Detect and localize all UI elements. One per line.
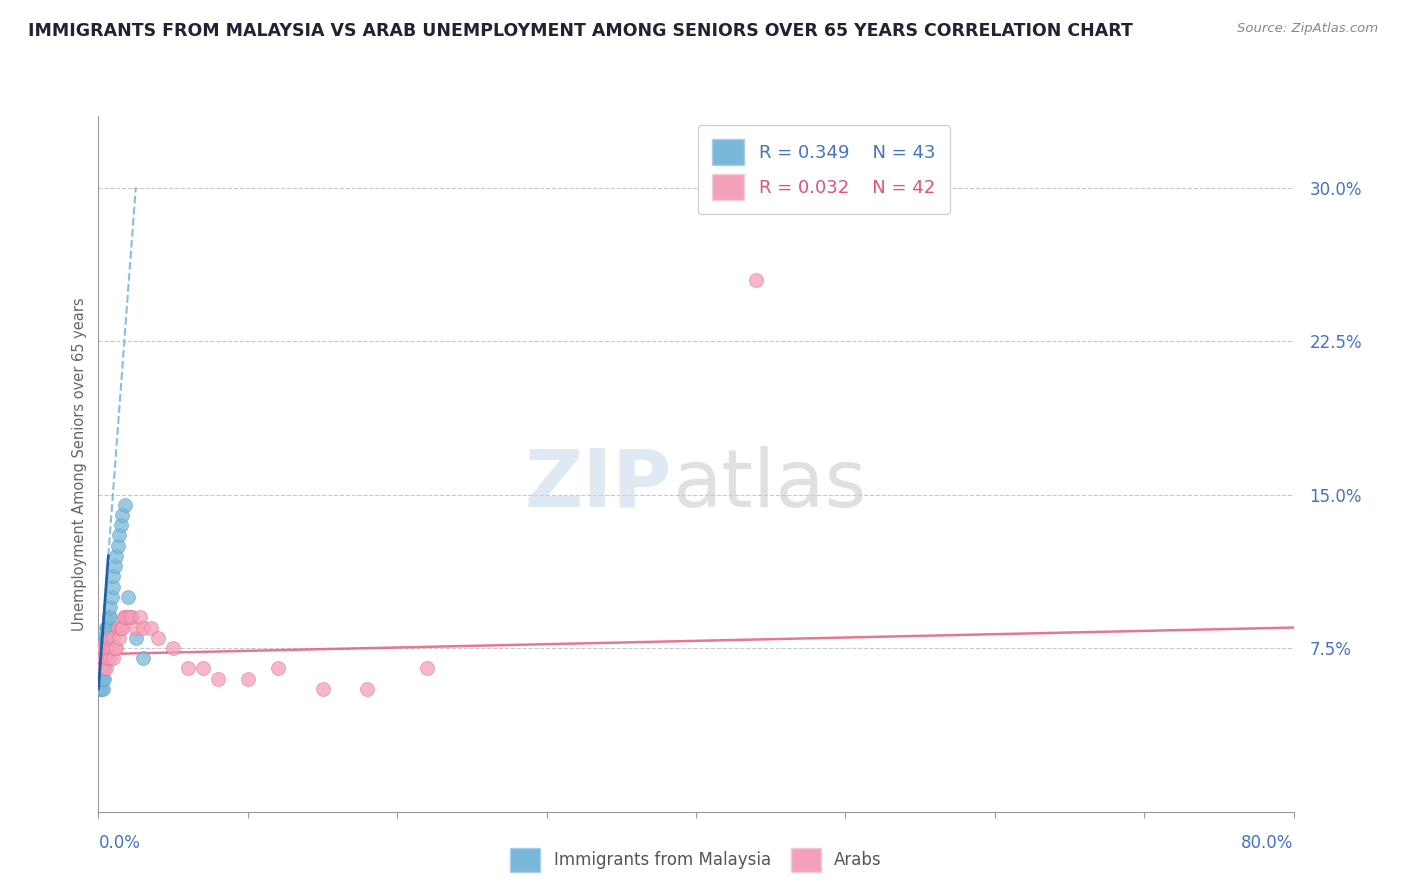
Legend: Immigrants from Malaysia, Arabs: Immigrants from Malaysia, Arabs <box>502 839 890 880</box>
Point <box>114 498 136 512</box>
Point <box>103 569 125 583</box>
Point <box>103 651 125 665</box>
Y-axis label: Unemployment Among Seniors over 65 years: Unemployment Among Seniors over 65 years <box>72 297 87 631</box>
Point <box>89 672 111 686</box>
Point <box>89 651 111 665</box>
Point <box>93 651 115 665</box>
Point <box>416 661 439 675</box>
Point <box>120 610 142 624</box>
Point <box>162 640 184 655</box>
Point <box>98 610 122 624</box>
Point <box>191 661 214 675</box>
Point <box>98 651 122 665</box>
Text: 80.0%: 80.0% <box>1241 834 1294 852</box>
Point <box>97 621 120 635</box>
Point <box>108 528 131 542</box>
Point <box>93 661 115 675</box>
Point <box>91 681 114 696</box>
Point <box>104 559 127 574</box>
Point <box>110 621 132 635</box>
Point <box>93 651 115 665</box>
Point <box>101 640 124 655</box>
Point <box>93 672 115 686</box>
Point <box>103 631 125 645</box>
Point <box>94 640 117 655</box>
Point <box>93 640 115 655</box>
Point <box>96 640 118 655</box>
Point <box>90 661 112 675</box>
Point <box>356 681 378 696</box>
Point <box>97 631 120 645</box>
Point <box>120 610 142 624</box>
Point <box>108 631 131 645</box>
Point <box>129 610 152 624</box>
Point <box>90 672 112 686</box>
Point <box>93 640 115 655</box>
Point <box>91 672 114 686</box>
Text: atlas: atlas <box>672 446 866 524</box>
Point <box>132 651 155 665</box>
Point <box>94 651 117 665</box>
Text: IMMIGRANTS FROM MALAYSIA VS ARAB UNEMPLOYMENT AMONG SENIORS OVER 65 YEARS CORREL: IMMIGRANTS FROM MALAYSIA VS ARAB UNEMPLO… <box>28 22 1133 40</box>
Point <box>125 621 148 635</box>
Point <box>90 640 112 655</box>
Point <box>96 651 118 665</box>
Point <box>139 621 162 635</box>
Text: 0.0%: 0.0% <box>98 834 141 852</box>
Point <box>97 610 120 624</box>
Point <box>112 610 135 624</box>
Point <box>91 651 114 665</box>
Point <box>101 590 124 604</box>
Point <box>207 672 229 686</box>
Text: Source: ZipAtlas.com: Source: ZipAtlas.com <box>1237 22 1378 36</box>
Point <box>96 621 118 635</box>
Point <box>148 631 170 645</box>
Point <box>89 661 111 675</box>
Point <box>91 631 114 645</box>
Point <box>90 640 112 655</box>
Point <box>90 651 112 665</box>
Point <box>267 661 290 675</box>
Point <box>90 651 112 665</box>
Point <box>91 661 114 675</box>
Point <box>90 681 112 696</box>
Point <box>103 580 125 594</box>
Point <box>89 661 111 675</box>
Point <box>311 681 333 696</box>
Text: ZIP: ZIP <box>524 446 672 524</box>
Point <box>745 273 768 287</box>
Point <box>177 661 200 675</box>
Point <box>105 549 128 563</box>
Point <box>104 640 127 655</box>
Point <box>94 621 117 635</box>
Point <box>89 681 111 696</box>
Point <box>91 651 114 665</box>
Point <box>117 590 139 604</box>
Point <box>110 518 132 533</box>
Point <box>114 610 136 624</box>
Point <box>111 508 134 522</box>
Point <box>107 621 129 635</box>
Point <box>132 621 155 635</box>
Point <box>98 640 122 655</box>
Point <box>91 661 114 675</box>
Point <box>94 661 117 675</box>
Point <box>236 672 259 686</box>
Point <box>107 539 129 553</box>
Point <box>94 631 117 645</box>
Point <box>96 640 118 655</box>
Point <box>117 610 139 624</box>
Point <box>111 621 134 635</box>
Point <box>94 640 117 655</box>
Point <box>96 631 118 645</box>
Point <box>98 600 122 615</box>
Point <box>125 631 148 645</box>
Point <box>105 640 128 655</box>
